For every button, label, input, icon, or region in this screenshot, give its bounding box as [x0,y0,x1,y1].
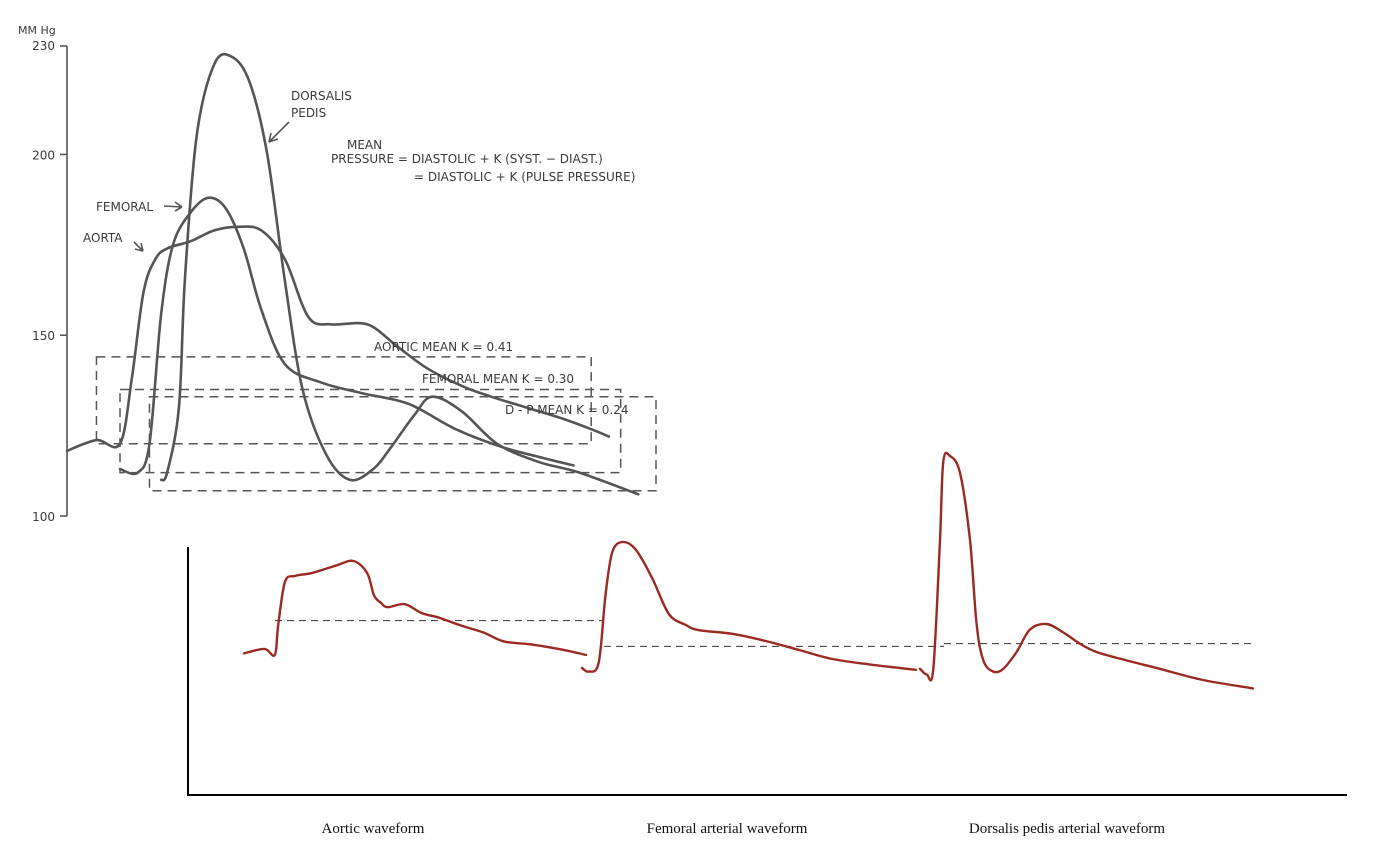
formula-mean: MEAN [347,138,382,152]
schematic-waveform-chart: Aortic waveform Femoral arterial waveform… [187,451,1347,837]
femoral-wave [118,196,575,476]
femoral-arrow [163,201,183,212]
femoral-arterial-waveform-caption: Femoral arterial waveform [647,821,808,837]
femoral-mean-box [119,388,622,474]
aortic-mean-box [95,356,592,445]
y-tick-label-150: 150 [32,329,55,343]
pressure-waves [65,52,640,496]
dorsalis-label-line1: DORSALIS [291,89,352,103]
schematic-waves [242,451,1255,690]
aorta-arrow [133,241,144,252]
dorsalis-label-line2: PEDIS [291,106,326,120]
aortic-mean-label: AORTIC MEAN K = 0.41 [374,340,513,354]
y-axis-unit-label: MM Hg [18,24,56,37]
dorsalis-pedis-wave [159,52,640,496]
pressure-waveform-chart: MM Hg 230 200 150 100 DORSALIS PEDIS MEAN P… [18,24,657,524]
y-axis-ticks: 230 200 150 100 [32,39,67,524]
dorsalis-pedis-arterial-waveform-caption: Dorsalis pedis arterial waveform [969,821,1166,837]
y-tick-label-200: 200 [32,148,55,162]
aortic-waveform-line [242,559,588,657]
femoral-arterial-waveform-line [580,540,918,673]
aorta-wave [65,225,611,453]
mean-lines [275,620,1252,647]
dorsalis-arrow [268,121,290,143]
aorta-label: AORTA [83,231,123,245]
waveform-captions: Aortic waveform Femoral arterial waveform… [322,821,1166,837]
formula-line1: PRESSURE = DIASTOLIC + K (SYST. − DIAST.… [331,152,603,166]
formula-line2: = DIASTOLIC + K (PULSE PRESSURE) [414,170,635,184]
femoral-mean-label: FEMORAL MEAN K = 0.30 [422,372,574,386]
femoral-label: FEMORAL [96,200,153,214]
y-tick-label-230: 230 [32,39,55,53]
dorsalis-pedis-arterial-waveform-line [918,451,1255,690]
dp-mean-label: D - P MEAN K = 0.24 [505,403,628,417]
y-tick-label-100: 100 [32,510,55,524]
aortic-waveform-caption: Aortic waveform [322,821,425,837]
